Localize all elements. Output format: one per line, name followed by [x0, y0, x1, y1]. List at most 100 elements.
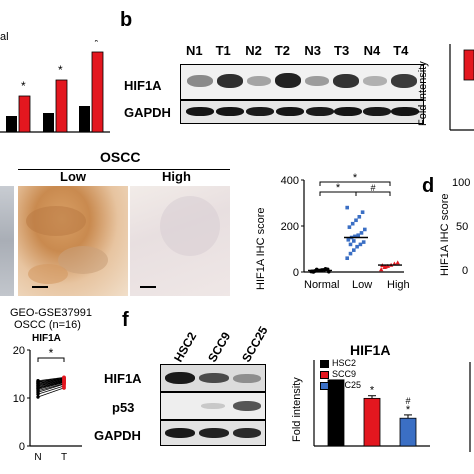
panel-b-lane-label: T1 [215, 43, 231, 58]
panel-e-title-1: GEO-GSE37991 [10, 307, 92, 319]
panel-e-point-t [62, 375, 66, 380]
panel-c-point [395, 260, 400, 265]
panel-e-bracket [37, 357, 65, 362]
panel-a-bar [6, 116, 17, 132]
panel-e-ytick-label: 0 [19, 441, 25, 453]
panel-e-pair-line [37, 387, 65, 398]
panel-c-cat-low: Low [352, 279, 373, 291]
legend-swatch-scc25 [320, 382, 329, 390]
panel-c-ytick-label: 200 [281, 221, 299, 233]
panel-f-chart-ylabel: Fold intensity [291, 377, 303, 442]
panel-c-cat-normal: Normal [304, 279, 340, 291]
panel-c-high-image [130, 186, 230, 296]
panel-b-gapdh-blot [180, 100, 424, 124]
panel-c-ytick-label: 0 [293, 267, 299, 279]
panel-c-group-label: OSCC [100, 149, 141, 165]
panel-c-point [311, 270, 316, 274]
panel-f-side-axis [469, 362, 471, 452]
panel-c-cat-high: High [387, 279, 410, 291]
panel-c-bracket [319, 181, 391, 186]
legend-swatch-hsc2 [320, 360, 329, 368]
panel-e-pair-line [37, 377, 65, 383]
panel-c-sig: * [336, 182, 341, 194]
panel-b-side-chart [449, 44, 474, 131]
panel-e-pair-line [37, 379, 65, 386]
panel-f-lane-label: SCC9 [205, 329, 234, 365]
panel-c-point [356, 233, 360, 237]
panel-d-ytick-100: 100 [452, 177, 471, 189]
panel-f-sig: * [406, 404, 411, 416]
panel-f-p53-blot [160, 392, 266, 420]
panel-a-bar [55, 79, 68, 133]
panel-b-lane-label: T2 [274, 43, 290, 58]
panel-b-lane-label: T4 [393, 43, 409, 58]
panel-e-pair-line [37, 381, 65, 389]
panel-c-scatter-chart: 0 200 400 * * # [281, 172, 404, 279]
panel-c-point [346, 238, 351, 242]
panel-e-point-n [36, 379, 40, 383]
panel-b-row-hif1a: HIF1A [124, 78, 162, 93]
panel-e-paired-chart: 20 10 0 * N T [13, 346, 82, 463]
panel-c-sig: # [370, 183, 375, 193]
panel-f-bar [363, 397, 381, 447]
panel-c-point [361, 240, 366, 244]
panel-c-high-label: High [162, 169, 191, 184]
panel-c-point [353, 234, 357, 239]
panel-c-chart-ylabel: HIF1A IHC score [255, 207, 267, 290]
legend-label-scc9: SCC9 [332, 369, 357, 379]
panel-c-low-label: Low [60, 169, 86, 184]
panel-f-letter: f [122, 309, 129, 331]
panel-a-bar [79, 106, 90, 132]
panel-e-pair-line [37, 378, 65, 384]
panel-b-lane-label: N4 [363, 43, 381, 58]
panel-a-sig: * [94, 40, 99, 49]
panel-f-row-hif1a: HIF1A [104, 371, 142, 386]
panel-d-ytick-50: 50 [456, 221, 469, 233]
panel-b-row-gapdh: GAPDH [124, 105, 171, 120]
panel-e-pair-line [37, 381, 65, 389]
panel-e-xtick: N [34, 452, 41, 463]
panel-c-point [345, 256, 349, 260]
panel-f-sig: # [405, 396, 410, 406]
panel-b-side-ylabel: Fold intensity [417, 61, 429, 126]
panel-e-point-n [36, 395, 40, 399]
legend-swatch-scc9 [320, 371, 329, 379]
panel-e-sig: * [49, 346, 54, 360]
panel-b-lane-label: T3 [334, 43, 350, 58]
panel-e-gene: HIF1A [32, 333, 61, 344]
panel-f-row-gapdh: GAPDH [94, 428, 141, 443]
panel-c-point [379, 267, 384, 272]
panel-c-point [352, 248, 356, 252]
panel-f-hif1a-blot [160, 364, 266, 392]
panel-c-point [352, 239, 356, 243]
panel-c-group-line [18, 169, 230, 170]
panel-c-point [363, 227, 367, 232]
panel-e-pair-line [37, 378, 65, 384]
panel-f-sig: * [370, 385, 375, 397]
panel-f-chart-title: HIF1A [350, 342, 391, 358]
panel-c-point [350, 221, 355, 226]
panel-c-point [359, 231, 364, 235]
panel-a-bar [18, 95, 31, 133]
panel-c-point [358, 242, 363, 247]
panel-f-bar [327, 379, 345, 447]
panel-b-lane-label: N3 [304, 43, 322, 58]
panel-f-gapdh-blot [160, 420, 266, 446]
panel-c-point [360, 210, 365, 214]
panel-b-lane-label: N1 [186, 43, 203, 58]
panel-e-pair-line [37, 379, 65, 385]
panel-c-point [383, 264, 388, 269]
panel-c-ytick-label: 400 [281, 175, 299, 187]
panel-b-letter: b [120, 9, 133, 31]
panel-e-pair-line [37, 376, 65, 382]
panel-c-point [357, 215, 362, 219]
panel-c-normal-image [0, 186, 14, 296]
legend-label-scc25: SCC25 [332, 380, 362, 390]
panel-a-label-fragment: al [0, 31, 9, 43]
panel-c-point [323, 266, 328, 271]
panel-e-pair-line [37, 380, 65, 387]
panel-d-ytick-0: 0 [462, 265, 469, 277]
panel-b-hif1a-blot [180, 64, 424, 100]
legend-label-hsc2: HSC2 [332, 358, 357, 368]
panel-f-lane-label: SCC25 [239, 323, 271, 365]
